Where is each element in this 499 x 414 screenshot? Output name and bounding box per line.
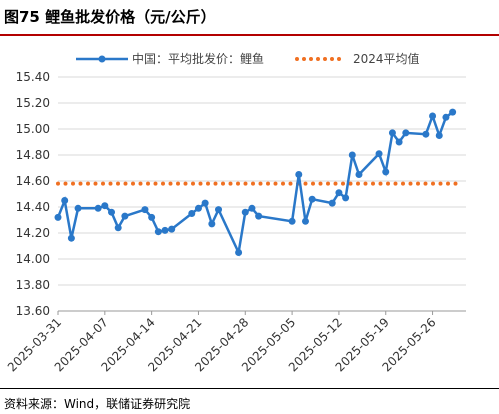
data-point [61, 197, 69, 204]
data-point [114, 224, 122, 232]
data-point [154, 228, 162, 236]
legend-label: 2024平均值 [353, 51, 420, 66]
footer-rule [0, 388, 499, 389]
data-point [208, 220, 216, 228]
y-tick-label: 13.80 [16, 278, 50, 292]
legend-label: 中国：平均批发价：鲤鱼 [132, 51, 264, 66]
title-underline [0, 34, 499, 36]
y-tick-label: 14.60 [16, 174, 50, 188]
data-point [248, 204, 256, 212]
data-point [295, 171, 303, 178]
chart-title: 图75 鲤鱼批发价格（元/公斤） [4, 8, 216, 26]
data-point [301, 217, 309, 225]
data-point [429, 112, 437, 120]
data-point [101, 202, 109, 210]
line-chart: 13.60 13.80 14.00 14.20 14.40 14.60 14.80 15.00… [5, 51, 466, 374]
data-point [382, 168, 390, 176]
data-point [255, 212, 263, 220]
y-tick-label: 15.40 [16, 70, 50, 84]
data-point [328, 199, 336, 207]
gridlines [58, 76, 466, 312]
data-point [141, 206, 149, 214]
y-tick-label: 15.20 [16, 96, 50, 110]
data-point [108, 208, 116, 216]
data-point [194, 204, 202, 212]
data-point [94, 204, 102, 212]
data-point [288, 217, 296, 225]
data-point [74, 204, 82, 212]
data-point [348, 151, 356, 159]
y-tick-label: 14.40 [16, 200, 50, 214]
data-point [188, 210, 196, 217]
data-point [449, 108, 457, 116]
y-tick-label: 14.80 [16, 148, 50, 162]
y-axis: 13.60 13.80 14.00 14.20 14.40 14.60 14.80 15.00… [16, 70, 50, 318]
data-point [168, 225, 176, 233]
series-line [54, 108, 457, 257]
data-point [388, 129, 396, 137]
data-point [215, 206, 223, 214]
x-axis: 2025-03-312025-04-072025-04-142025-04-21… [5, 310, 466, 374]
data-point [67, 234, 75, 242]
data-point [342, 194, 350, 202]
data-point [235, 249, 243, 256]
legend-marker [98, 55, 106, 63]
data-point [148, 213, 156, 221]
data-point [161, 226, 169, 234]
data-point [121, 212, 129, 220]
y-tick-label: 15.00 [16, 122, 50, 136]
data-point [335, 189, 343, 197]
data-point [395, 138, 403, 146]
data-point [375, 150, 383, 158]
data-point [241, 208, 249, 216]
legend: 中国：平均批发价：鲤鱼 2024平均值 [76, 51, 420, 66]
y-tick-label: 13.60 [16, 304, 50, 318]
data-point [402, 129, 410, 137]
data-point [54, 213, 62, 221]
data-point [442, 113, 450, 121]
data-point [355, 171, 363, 178]
data-point [435, 132, 443, 139]
y-tick-label: 14.00 [16, 252, 50, 266]
source-note: 资料来源：Wind，联储证券研究院 [4, 397, 191, 411]
data-point [201, 199, 209, 207]
y-tick-label: 14.20 [16, 226, 50, 240]
data-point [308, 195, 316, 203]
data-point [422, 130, 430, 138]
